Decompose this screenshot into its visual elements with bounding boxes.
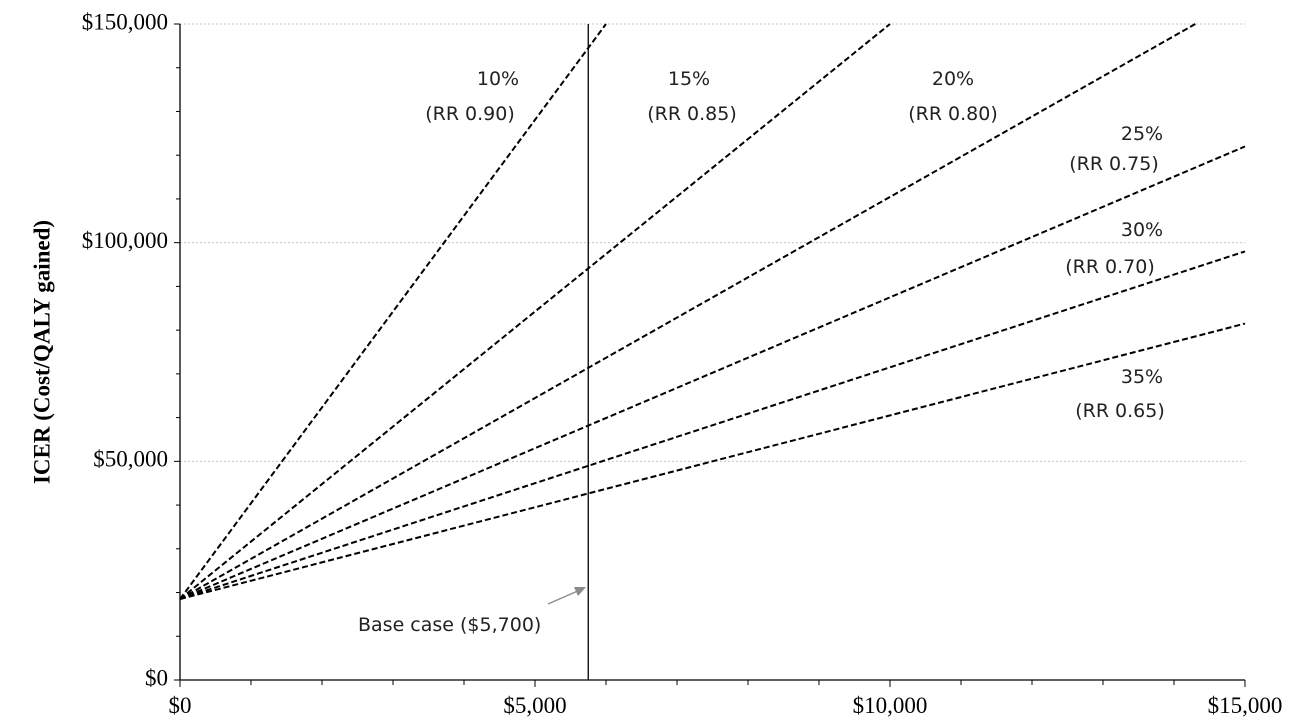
base-case-arrow-shaft bbox=[547, 589, 581, 605]
series-line-25pct bbox=[179, 145, 1246, 601]
gridlines bbox=[180, 23, 1245, 462]
base-case-marker: Base case ($5,700) bbox=[358, 24, 589, 680]
base-case-arrow-head bbox=[574, 587, 586, 596]
y-axis-label: ICER (Cost/QALY gained) bbox=[29, 220, 54, 484]
minor-ticks bbox=[174, 23, 1246, 687]
series-label-pct: 35% bbox=[1121, 366, 1163, 388]
x-tick-label: $5,000 bbox=[503, 693, 566, 718]
x-tick-labels: $0 $5,000 $10,000 $15,000 bbox=[169, 693, 1283, 718]
base-case-label: Base case ($5,700) bbox=[358, 614, 541, 636]
series-label-rr: (RR 0.90) bbox=[425, 103, 515, 125]
series-label-pct: 10% bbox=[477, 68, 519, 90]
y-tick-label: $0 bbox=[145, 665, 168, 690]
series-label-pct: 15% bbox=[668, 68, 710, 90]
series-line-30pct bbox=[179, 250, 1246, 601]
series-line-20pct bbox=[179, 23, 1196, 600]
series-line-15pct bbox=[179, 23, 891, 600]
series-label-pct: 25% bbox=[1121, 123, 1163, 145]
series-label-rr: (RR 0.65) bbox=[1075, 400, 1165, 422]
y-tick-label: $100,000 bbox=[82, 228, 168, 253]
x-tick-label: $15,000 bbox=[1208, 693, 1283, 718]
series-label-pct: 20% bbox=[932, 68, 974, 90]
y-tick-label: $150,000 bbox=[82, 9, 168, 34]
series-label-rr: (RR 0.75) bbox=[1069, 153, 1159, 175]
series-label-pct: 30% bbox=[1121, 219, 1163, 241]
series-label-rr: (RR 0.80) bbox=[908, 103, 998, 125]
x-tick-label: $0 bbox=[169, 693, 192, 718]
series-labels: 10% (RR 0.90) 15% (RR 0.85) 20% (RR 0.80) 25% (… bbox=[425, 68, 1165, 422]
series-line-10pct bbox=[179, 23, 607, 600]
series-line-35pct bbox=[179, 322, 1246, 601]
series-lines bbox=[179, 23, 1246, 601]
series-label-rr: (RR 0.85) bbox=[647, 103, 737, 125]
series-label-rr: (RR 0.70) bbox=[1065, 256, 1155, 278]
y-tick-label: $50,000 bbox=[93, 447, 168, 472]
axes bbox=[179, 24, 1245, 681]
y-tick-labels: $0 $50,000 $100,000 $150,000 bbox=[82, 9, 168, 690]
x-tick-label: $10,000 bbox=[853, 693, 928, 718]
